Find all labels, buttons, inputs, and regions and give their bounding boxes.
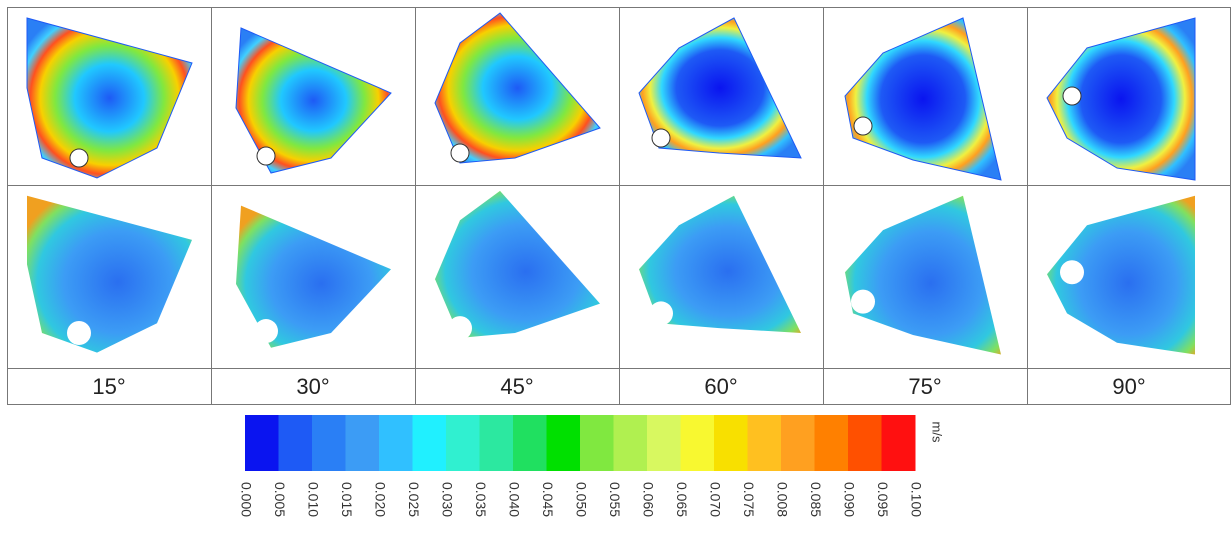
colorbar-segment	[312, 415, 346, 471]
contour-plot	[435, 13, 600, 163]
colorbar-tick-label: 0.005	[272, 482, 288, 517]
angle-label: 90°	[1112, 374, 1145, 399]
colorbar-segment	[513, 415, 547, 471]
colorbar-tick-label: 0.060	[640, 482, 656, 517]
colorbar-tick-label: 0.095	[875, 482, 891, 517]
colorbar-segment	[882, 415, 916, 471]
colorbar-tick-label: 0.100	[908, 482, 924, 517]
hole	[448, 316, 472, 340]
figure: 15°30°45°60°75°90° 0.0000.0050.0100.0150…	[0, 0, 1231, 546]
colorbar-segment	[614, 415, 648, 471]
colorbar-tick-label: 0.085	[808, 482, 824, 517]
colorbar-tick-label: 0.020	[372, 482, 388, 517]
colorbar-segment	[346, 415, 380, 471]
hole	[67, 321, 91, 345]
plots	[27, 13, 1195, 355]
colorbar: 0.000 0.005 0.010 0.015 0.020 0.025 0.030 0.035…	[238, 415, 924, 517]
angle-label: 60°	[704, 374, 737, 399]
colorbar-tick-label: 0.075	[741, 482, 757, 517]
colorbar-segment	[279, 415, 313, 471]
angle-label: 30°	[296, 374, 329, 399]
colorbar-segment	[647, 415, 681, 471]
colorbar-segment	[580, 415, 614, 471]
colorbar-tick-label: 0.000	[238, 482, 254, 517]
colorbar-segment	[815, 415, 849, 471]
contour-plot	[27, 196, 192, 353]
colorbar-segment	[379, 415, 413, 471]
hole	[70, 149, 88, 167]
hole	[854, 117, 872, 135]
colorbar-segment	[245, 415, 279, 471]
colorbar-tick-label: 0.045	[540, 482, 556, 517]
colorbar-tick-label: 0.055	[607, 482, 623, 517]
angle-label: 45°	[500, 374, 533, 399]
hole	[652, 129, 670, 147]
hole	[1060, 260, 1084, 284]
contour-plot	[435, 191, 600, 338]
hole	[649, 301, 673, 325]
colorbar-tick-label: 0.015	[339, 482, 355, 517]
contour-plot	[845, 196, 1001, 355]
angle-label: 75°	[908, 374, 941, 399]
hole	[451, 144, 469, 162]
colorbar-segment	[781, 415, 815, 471]
hole	[851, 290, 875, 314]
contour-plot	[27, 18, 192, 178]
colorbar-segment	[748, 415, 782, 471]
colorbar-segment	[446, 415, 480, 471]
colorbar-segment	[714, 415, 748, 471]
colorbar-segment	[681, 415, 715, 471]
colorbar-segment	[480, 415, 514, 471]
colorbar-tick-label: 0.010	[305, 482, 321, 517]
colorbar-tick-label: 0.025	[406, 482, 422, 517]
colorbar-tick-label: 0.035	[473, 482, 489, 517]
contour-plot	[845, 18, 1001, 180]
colorbar-segment	[547, 415, 581, 471]
colorbar-tick-label: 0.030	[439, 482, 455, 517]
colorbar-segment	[413, 415, 447, 471]
colorbar-tick-label: 0.065	[674, 482, 690, 517]
hole	[254, 319, 278, 343]
colorbar-unit: m/s	[930, 422, 945, 443]
hole	[257, 147, 275, 165]
colorbar-tick-label: 0.070	[707, 482, 723, 517]
colorbar-tick-label: 0.050	[573, 482, 589, 517]
hole	[1063, 87, 1081, 105]
colorbar-segment	[848, 415, 882, 471]
colorbar-tick-label: 0.040	[506, 482, 522, 517]
colorbar-tick-label: 0.008	[774, 482, 790, 517]
colorbar-tick-label: 0.090	[841, 482, 857, 517]
angle-label: 15°	[92, 374, 125, 399]
